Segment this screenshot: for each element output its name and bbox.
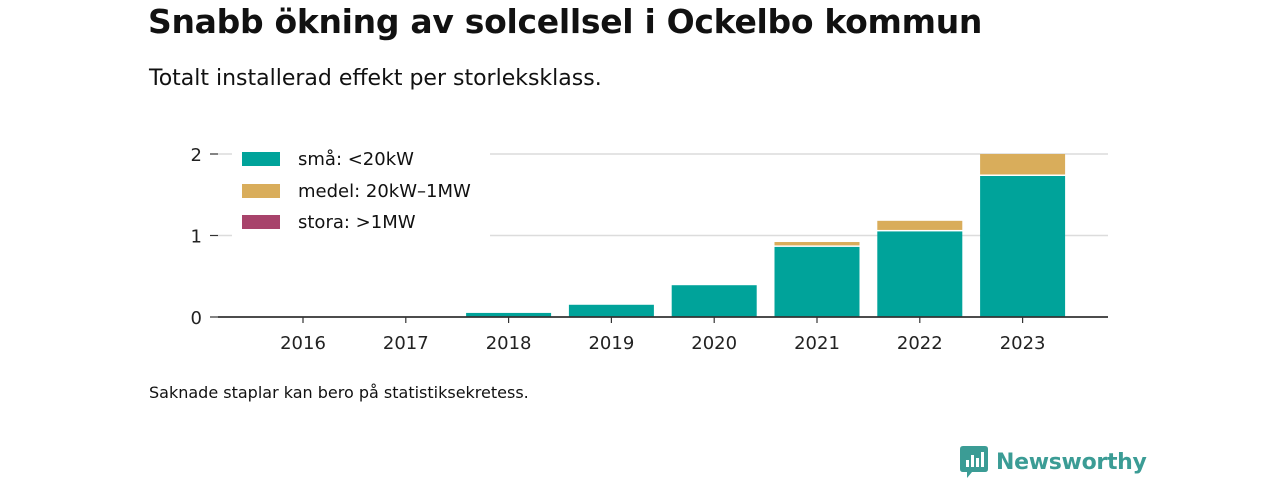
legend-label-large: stora: >1MW <box>298 211 416 233</box>
footnote: Saknade staplar kan bero på statistiksek… <box>149 383 529 402</box>
axes: 0 1 2 2016 2017 2018 2019 2020 2021 2022 2023 <box>191 145 1108 354</box>
legend-swatch-medium <box>242 184 280 198</box>
legend-item-medium: medel: 20kW–1MW <box>242 178 471 204</box>
bar-2021-series-0 <box>774 246 860 317</box>
bars <box>466 154 1066 317</box>
x-tick-label: 2021 <box>794 333 840 354</box>
x-tick-label: 2020 <box>691 333 737 354</box>
brand-logo[interactable]: Newsworthy <box>960 446 1147 478</box>
bar-2019-series-0 <box>568 304 654 317</box>
legend: små: <20kW medel: 20kW–1MW stora: >1MW <box>232 144 490 238</box>
x-tick-label: 2023 <box>1000 333 1046 354</box>
legend-item-small: små: <20kW <box>242 146 414 172</box>
y-tick-label: 1 <box>191 227 202 248</box>
y-tick-label: 0 <box>191 308 202 329</box>
legend-label-medium: medel: 20kW–1MW <box>298 180 471 202</box>
newsworthy-chart-icon <box>960 446 988 478</box>
y-tick-label: 2 <box>191 145 202 166</box>
legend-label-small: små: <20kW <box>298 148 414 170</box>
legend-swatch-small <box>242 152 280 166</box>
x-tick-label: 2018 <box>486 333 532 354</box>
bar-2023-series-1 <box>980 154 1066 175</box>
bar-2022-series-1 <box>877 220 963 230</box>
x-tick-label: 2016 <box>280 333 326 354</box>
bar-2023-series-0 <box>980 176 1066 317</box>
brand-name: Newsworthy <box>996 449 1147 475</box>
x-tick-label: 2019 <box>588 333 634 354</box>
chart-title: Snabb ökning av solcellsel i Ockelbo kom… <box>148 2 983 41</box>
bar-2021-series-1 <box>774 242 860 246</box>
chart-subtitle: Totalt installerad effekt per storlekskl… <box>149 66 602 91</box>
bar-2018-series-0 <box>466 312 552 317</box>
x-tick-label: 2017 <box>383 333 429 354</box>
bar-2022-series-0 <box>877 231 963 317</box>
bar-2020-series-0 <box>671 285 757 317</box>
legend-item-large: stora: >1MW <box>242 209 416 235</box>
legend-swatch-large <box>242 215 280 229</box>
x-tick-label: 2022 <box>897 333 943 354</box>
